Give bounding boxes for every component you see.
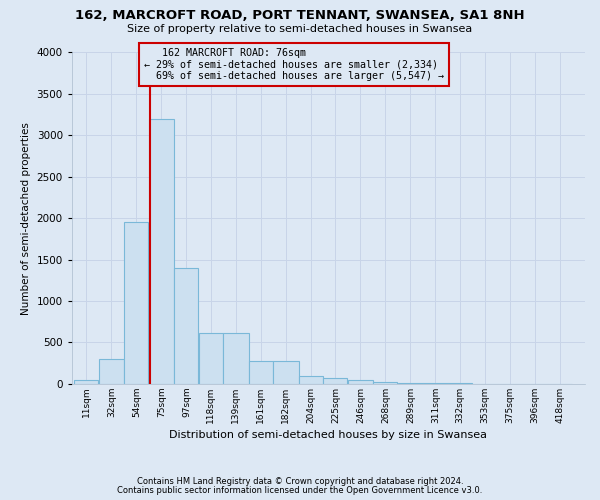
Text: Size of property relative to semi-detached houses in Swansea: Size of property relative to semi-detach… [127,24,473,34]
X-axis label: Distribution of semi-detached houses by size in Swansea: Distribution of semi-detached houses by … [169,430,487,440]
Bar [124,222,148,384]
Text: Contains HM Land Registry data © Crown copyright and database right 2024.: Contains HM Land Registry data © Crown c… [137,477,463,486]
Bar [348,380,373,384]
Bar [149,118,174,384]
Bar [175,268,199,384]
Bar [323,378,347,384]
Bar [373,382,397,384]
Bar [99,359,124,384]
Text: 162, MARCROFT ROAD, PORT TENNANT, SWANSEA, SA1 8NH: 162, MARCROFT ROAD, PORT TENNANT, SWANSE… [75,9,525,22]
Bar [223,332,248,384]
Bar [299,376,323,384]
Text: 162 MARCROFT ROAD: 76sqm
← 29% of semi-detached houses are smaller (2,334)
  69%: 162 MARCROFT ROAD: 76sqm ← 29% of semi-d… [144,48,444,82]
Bar [274,361,299,384]
Y-axis label: Number of semi-detached properties: Number of semi-detached properties [21,122,31,314]
Bar [398,383,423,384]
Bar [199,332,223,384]
Text: Contains public sector information licensed under the Open Government Licence v3: Contains public sector information licen… [118,486,482,495]
Bar [249,361,273,384]
Bar [74,380,98,384]
